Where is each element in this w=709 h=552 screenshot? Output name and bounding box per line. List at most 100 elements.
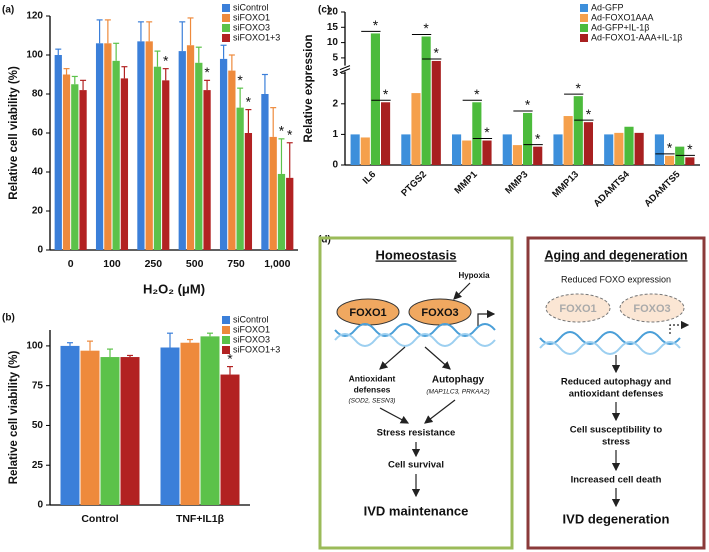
bar bbox=[178, 51, 186, 250]
y-tick-label: 3 bbox=[332, 68, 338, 79]
node-label: defenses bbox=[354, 384, 391, 394]
axis-break bbox=[340, 65, 350, 72]
bar bbox=[614, 132, 624, 165]
node-label: Stress resistance bbox=[377, 428, 456, 439]
y-tick-label: 80 bbox=[32, 89, 44, 100]
x-tick-label: MMP13 bbox=[550, 169, 581, 200]
bar bbox=[523, 112, 533, 165]
bar bbox=[261, 94, 269, 250]
bar bbox=[604, 134, 614, 165]
bar bbox=[512, 145, 522, 165]
legend-swatch bbox=[580, 4, 588, 12]
y-tick-label: 20 bbox=[327, 7, 339, 18]
legend-swatch bbox=[222, 14, 230, 22]
bar bbox=[624, 126, 634, 165]
legend-label: siFOXO1+3 bbox=[233, 344, 280, 354]
bar bbox=[180, 342, 200, 505]
box-title: Aging and degeneration bbox=[544, 248, 687, 262]
significance: * bbox=[667, 140, 673, 156]
foxo-node bbox=[545, 293, 611, 323]
bar bbox=[286, 177, 294, 250]
bar bbox=[62, 74, 71, 250]
bar bbox=[553, 134, 563, 165]
bar bbox=[220, 374, 240, 505]
bar bbox=[411, 93, 421, 165]
x-tick-label: Control bbox=[81, 513, 118, 525]
y-tick-label: 2 bbox=[332, 98, 338, 109]
bar bbox=[244, 133, 253, 250]
arrow bbox=[669, 320, 690, 334]
x-tick-label: 250 bbox=[145, 258, 163, 270]
arrow bbox=[379, 407, 410, 424]
y-tick-label: 40 bbox=[32, 167, 44, 178]
legend-label: siFOXO1 bbox=[233, 324, 270, 334]
bar bbox=[370, 33, 380, 165]
y-tick-label: 1 bbox=[332, 129, 338, 140]
legend-label: siFOXO1 bbox=[233, 12, 270, 22]
subtitle: Reduced FOXO expression bbox=[561, 274, 671, 284]
node-label: Increased cell death bbox=[571, 475, 662, 486]
y-tick-label: 120 bbox=[26, 11, 43, 22]
arrow bbox=[477, 309, 496, 326]
arrow bbox=[424, 346, 451, 370]
y-axis-label: Relative expression bbox=[303, 34, 315, 142]
y-tick-label: 25 bbox=[32, 460, 44, 471]
bar bbox=[350, 134, 360, 165]
gene-label: (MAP1LC3, PRKAA2) bbox=[426, 389, 489, 396]
legend-label: Ad-FOXO1AAA bbox=[591, 12, 654, 22]
x-tick-label: MMP1 bbox=[452, 169, 480, 197]
significance: * bbox=[287, 126, 293, 142]
significance: * bbox=[204, 64, 210, 80]
node-label: Autophagy bbox=[432, 375, 485, 386]
legend-label: Ad-GFP+IL-1β bbox=[591, 22, 649, 32]
legend-swatch bbox=[222, 336, 230, 344]
legend-label: siControl bbox=[233, 2, 269, 12]
foxo-label: FOXO1 bbox=[559, 303, 596, 315]
stimulus: Hypoxia bbox=[458, 271, 490, 280]
significance: * bbox=[163, 52, 169, 68]
x-tick-label: 0 bbox=[68, 258, 74, 270]
node-label: Cell survival bbox=[388, 460, 444, 471]
bar bbox=[120, 78, 129, 251]
bar bbox=[100, 357, 120, 505]
foxo-node bbox=[619, 293, 685, 323]
bar bbox=[401, 134, 411, 165]
outcome: IVD maintenance bbox=[364, 503, 469, 518]
axis-break bbox=[339, 65, 351, 71]
legend-swatch bbox=[222, 24, 230, 32]
panel-label: (c) bbox=[318, 5, 330, 16]
degeneration-box bbox=[526, 236, 706, 550]
significance: * bbox=[434, 45, 440, 61]
y-axis-label: Relative cell viability (%) bbox=[8, 351, 20, 485]
foxo-label: FOXO3 bbox=[633, 303, 670, 315]
dna bbox=[539, 331, 681, 345]
arrow bbox=[424, 399, 456, 424]
x-tick-label: 1,000 bbox=[264, 258, 290, 270]
panel-label: (b) bbox=[2, 313, 15, 324]
y-axis-label: Relative cell viability (%) bbox=[8, 66, 20, 200]
panel-label: (a) bbox=[2, 5, 14, 16]
panel-label: (d) bbox=[318, 235, 331, 246]
legend-label: siFOXO3 bbox=[233, 334, 270, 344]
x-tick-label: ADAMTS4 bbox=[592, 169, 633, 210]
bar bbox=[381, 102, 391, 165]
box-title: Homeostasis bbox=[376, 247, 457, 262]
x-tick-label: ADAMTS5 bbox=[642, 169, 683, 210]
bar bbox=[482, 140, 492, 165]
significance: * bbox=[246, 93, 252, 109]
x-tick-label: 100 bbox=[103, 258, 121, 270]
bar bbox=[112, 60, 120, 250]
significance: * bbox=[586, 106, 592, 122]
bar bbox=[452, 134, 462, 165]
bar bbox=[219, 58, 228, 251]
legend-label: siFOXO1+3 bbox=[233, 32, 280, 42]
bar bbox=[634, 132, 644, 165]
bar bbox=[79, 90, 87, 250]
y-tick-label: 100 bbox=[26, 50, 43, 61]
bar bbox=[54, 55, 62, 250]
significance: * bbox=[687, 141, 693, 157]
node-label: stress bbox=[602, 437, 630, 448]
bar bbox=[120, 357, 140, 505]
x-axis-label: H₂O₂ (μM) bbox=[143, 281, 205, 296]
